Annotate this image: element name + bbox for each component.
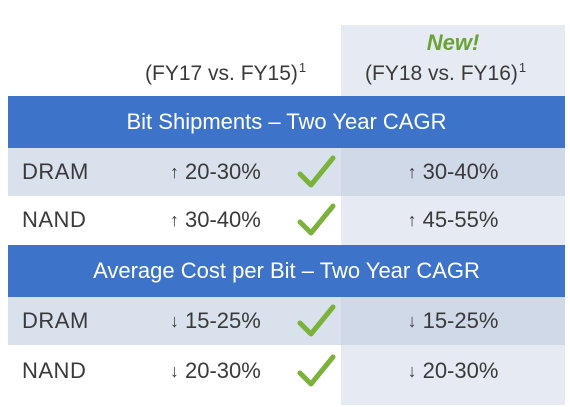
- new-label: New!: [426, 30, 480, 55]
- value-fy18-text: 30-40%: [422, 159, 499, 184]
- footnote-marker: 1: [518, 60, 527, 75]
- check-icon: [297, 203, 336, 236]
- value-fy17-text: 20-30%: [185, 159, 261, 184]
- column-header-fy17-text: (FY17 vs. FY15): [145, 62, 298, 85]
- row-label: DRAM: [22, 308, 89, 333]
- row-label: NAND: [22, 358, 87, 383]
- table-row: DRAM ↓ 15-25% ↓ 15-25%: [8, 297, 565, 345]
- value-fy17-text: 30-40%: [185, 207, 261, 232]
- up-arrow-icon: ↑: [170, 162, 179, 182]
- section-title-bit-shipments: Bit Shipments – Two Year CAGR: [8, 96, 565, 148]
- column-header-fy18-text: (FY18 vs. FY16): [365, 62, 518, 85]
- value-fy18: ↓ 20-30%: [341, 358, 565, 384]
- table-row: DRAM ↑ 20-30% ↑ 30-40%: [8, 148, 565, 196]
- column-header-fy18: (FY18 vs. FY16)1: [365, 60, 526, 86]
- value-fy17: ↑ 30-40%: [170, 207, 261, 233]
- down-arrow-icon: ↓: [407, 361, 417, 381]
- value-fy17: ↓ 20-30%: [170, 358, 261, 384]
- value-fy18: ↑ 45-55%: [341, 207, 565, 233]
- up-arrow-icon: ↑: [407, 162, 417, 182]
- down-arrow-icon: ↓: [407, 311, 417, 331]
- row-shade-right: [341, 148, 565, 196]
- down-arrow-icon: ↓: [170, 361, 179, 381]
- check-icon: [297, 354, 336, 387]
- table-row: NAND ↑ 30-40% ↑ 45-55%: [8, 196, 565, 244]
- value-fy18: ↓ 15-25%: [341, 308, 565, 334]
- value-fy18-text: 20-30%: [422, 358, 499, 383]
- value-fy18-text: 15-25%: [422, 308, 499, 333]
- value-fy17: ↓ 15-25%: [170, 308, 261, 334]
- check-icon: [297, 155, 336, 188]
- footnote-marker: 1: [298, 60, 307, 75]
- value-fy18: ↑ 30-40%: [341, 159, 565, 185]
- value-fy17-text: 20-30%: [185, 358, 261, 383]
- up-arrow-icon: ↑: [407, 210, 417, 230]
- check-icon: [297, 304, 336, 337]
- row-shade-right: [341, 297, 565, 345]
- row-label: NAND: [22, 207, 87, 232]
- table-row: NAND ↓ 20-30% ↓ 20-30%: [8, 347, 565, 395]
- column-header-fy17: (FY17 vs. FY15)1: [145, 60, 306, 86]
- row-label: DRAM: [22, 159, 89, 184]
- value-fy18-text: 45-55%: [422, 207, 499, 232]
- value-fy17-text: 15-25%: [185, 308, 261, 333]
- section-title-cost-per-bit: Average Cost per Bit – Two Year CAGR: [8, 245, 565, 297]
- value-fy17: ↑ 20-30%: [170, 159, 261, 185]
- down-arrow-icon: ↓: [170, 311, 179, 331]
- up-arrow-icon: ↑: [170, 210, 179, 230]
